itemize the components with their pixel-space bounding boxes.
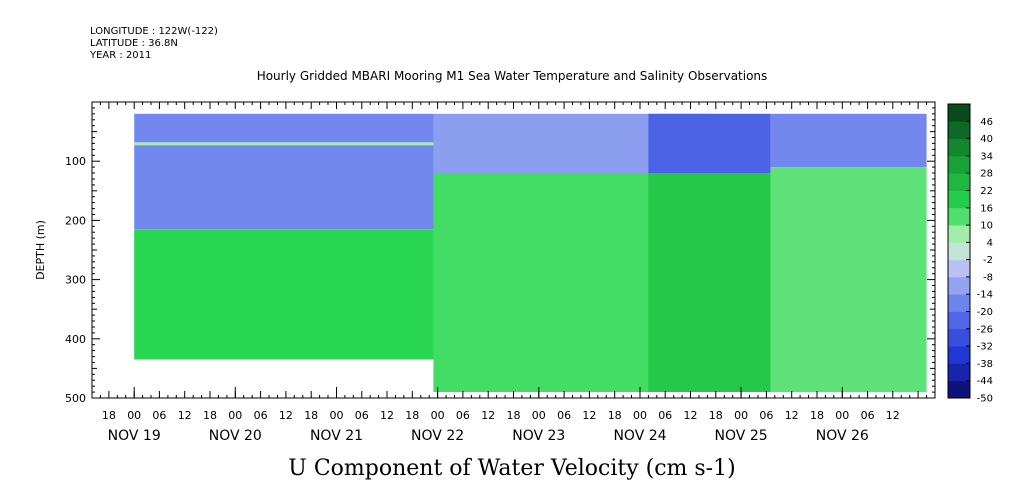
colorbar-label: 16 (980, 203, 993, 214)
colorbar-swatch (948, 207, 970, 226)
x-hour-tick-label: 12 (886, 409, 900, 422)
y-tick-label: 200 (65, 214, 86, 227)
heatmap-region-5 (648, 113, 771, 173)
x-hour-tick-label: 18 (507, 409, 521, 422)
heatmap-region-8 (770, 167, 927, 393)
heatmap-region-6 (648, 173, 771, 392)
x-hour-tick-label: 18 (709, 409, 723, 422)
x-hour-tick-label: 18 (203, 409, 217, 422)
y-tick-label: 400 (65, 333, 86, 346)
colorbar-label: -20 (977, 307, 993, 318)
x-hour-tick-label: 18 (304, 409, 318, 422)
colorbar-label: 28 (980, 169, 993, 180)
colorbar-frame (947, 103, 971, 399)
x-date-label: NOV 24 (613, 428, 666, 444)
x-hour-tick-label: 18 (405, 409, 419, 422)
x-hour-tick-label: 00 (431, 409, 445, 422)
colorbar-swatch (948, 173, 970, 191)
colorbar-swatch (948, 311, 970, 330)
x-date-label: NOV 21 (310, 428, 363, 444)
colorbar-swatch (948, 155, 970, 174)
x-hour-tick-label: 12 (582, 409, 596, 422)
x-hour-tick-label: 18 (608, 409, 622, 422)
colorbar-label: 4 (987, 238, 993, 249)
x-date-label: NOV 22 (411, 428, 464, 444)
x-hour-tick-label: 18 (810, 409, 824, 422)
x-hour-tick-label: 06 (152, 409, 166, 422)
x-hour-tick-label: 06 (456, 409, 470, 422)
colorbar-swatch (948, 190, 970, 209)
colorbar-swatch (948, 346, 970, 364)
colorbar-swatch (948, 276, 970, 295)
x-hour-tick-label: 06 (658, 409, 672, 422)
chart-title: Hourly Gridded MBARI Mooring M1 Sea Wate… (257, 69, 768, 83)
y-tick-label: 100 (65, 155, 86, 168)
x-hour-tick-label: 00 (734, 409, 748, 422)
colorbar-swatch (948, 380, 970, 399)
x-hour-tick-label: 06 (861, 409, 875, 422)
colorbar-swatch (948, 363, 970, 382)
x-date-label: NOV 20 (209, 428, 262, 444)
heatmap-region-7 (770, 113, 927, 168)
x-hour-tick-label: 06 (254, 409, 268, 422)
x-hour-tick-label: 00 (633, 409, 647, 422)
x-hour-tick-label: 00 (228, 409, 242, 422)
x-date-labels: NOV 19 NOV 20 NOV 21 NOV 22 NOV 23 NOV 24 NOV … (108, 387, 869, 444)
heatmap-region-0 (134, 113, 434, 230)
y-axis-label: DEPTH (m) (34, 220, 47, 280)
x-hour-tick-label: 12 (380, 409, 394, 422)
colorbar-swatch (948, 104, 970, 122)
x-hour-tick-label: 12 (684, 409, 698, 422)
x-hour-tick-label: 12 (178, 409, 192, 422)
x-hour-tick-label: 06 (557, 409, 571, 422)
y-tick-label: 500 (65, 392, 86, 405)
y-tick-label: 300 (65, 274, 86, 287)
colorbar-label: -50 (977, 394, 993, 405)
x-hour-tick-label: 00 (835, 409, 849, 422)
colorbar-swatch (948, 138, 970, 157)
heatmap-plot (134, 113, 927, 393)
colorbar-label: -14 (977, 290, 993, 301)
x-date-label: NOV 25 (715, 428, 768, 444)
colorbar-label: -32 (977, 342, 993, 353)
x-date-label: NOV 19 (108, 428, 161, 444)
colorbar-label: 10 (980, 221, 993, 232)
x-hour-tick-label: 12 (785, 409, 799, 422)
x-hour-tick-label: 00 (127, 409, 141, 422)
colorbar-label: -2 (983, 255, 993, 266)
x-hour-tick-labels: 18 00 06 12 18 00 06 12 18 00 06 12 18 00 06 12 18 00 06 12… (102, 409, 900, 422)
x-date-label: NOV 23 (512, 428, 565, 444)
colorbar-label: -8 (983, 272, 993, 283)
colorbar-swatch (948, 259, 970, 278)
year-label: YEAR : 2011 (89, 50, 151, 61)
colorbar-swatch (948, 328, 970, 347)
colorbar-swatch (948, 294, 970, 312)
x-hour-tick-label: 00 (532, 409, 546, 422)
x-date-label: NOV 26 (816, 428, 869, 444)
x-axis-label: U Component of Water Velocity (cm s-1) (288, 456, 735, 481)
y-axis: 100 200 300 400 500 (65, 101, 935, 405)
x-hour-tick-label: 06 (355, 409, 369, 422)
x-hour-tick-label: 06 (759, 409, 773, 422)
colorbar-swatch (948, 121, 970, 139)
heatmap-region-2 (134, 229, 434, 360)
colorbar-label: 40 (980, 134, 993, 145)
colorbar-label: 46 (980, 117, 993, 128)
colorbar-label: 34 (980, 151, 993, 162)
latitude-label: LATITUDE : 36.8N (90, 38, 178, 49)
colorbar-swatch (948, 242, 970, 261)
colorbar-label: -38 (977, 359, 993, 370)
longitude-label: LONGITUDE : 122W(-122) (90, 26, 218, 37)
heatmap-region-1 (134, 142, 434, 146)
x-hour-tick-label: 18 (102, 409, 116, 422)
colorbar: 46 40 34 28 22 16 10 4 -2 -8 -14 -20 -26 -32 -38 -44 -50 (947, 103, 993, 405)
colorbar-label: 22 (980, 186, 993, 197)
x-hour-tick-label: 12 (279, 409, 293, 422)
colorbar-swatch (948, 225, 970, 243)
x-hour-tick-label: 12 (481, 409, 495, 422)
colorbar-label: -44 (977, 376, 993, 387)
colorbar-label: -26 (977, 324, 993, 335)
x-hour-tick-label: 00 (330, 409, 344, 422)
